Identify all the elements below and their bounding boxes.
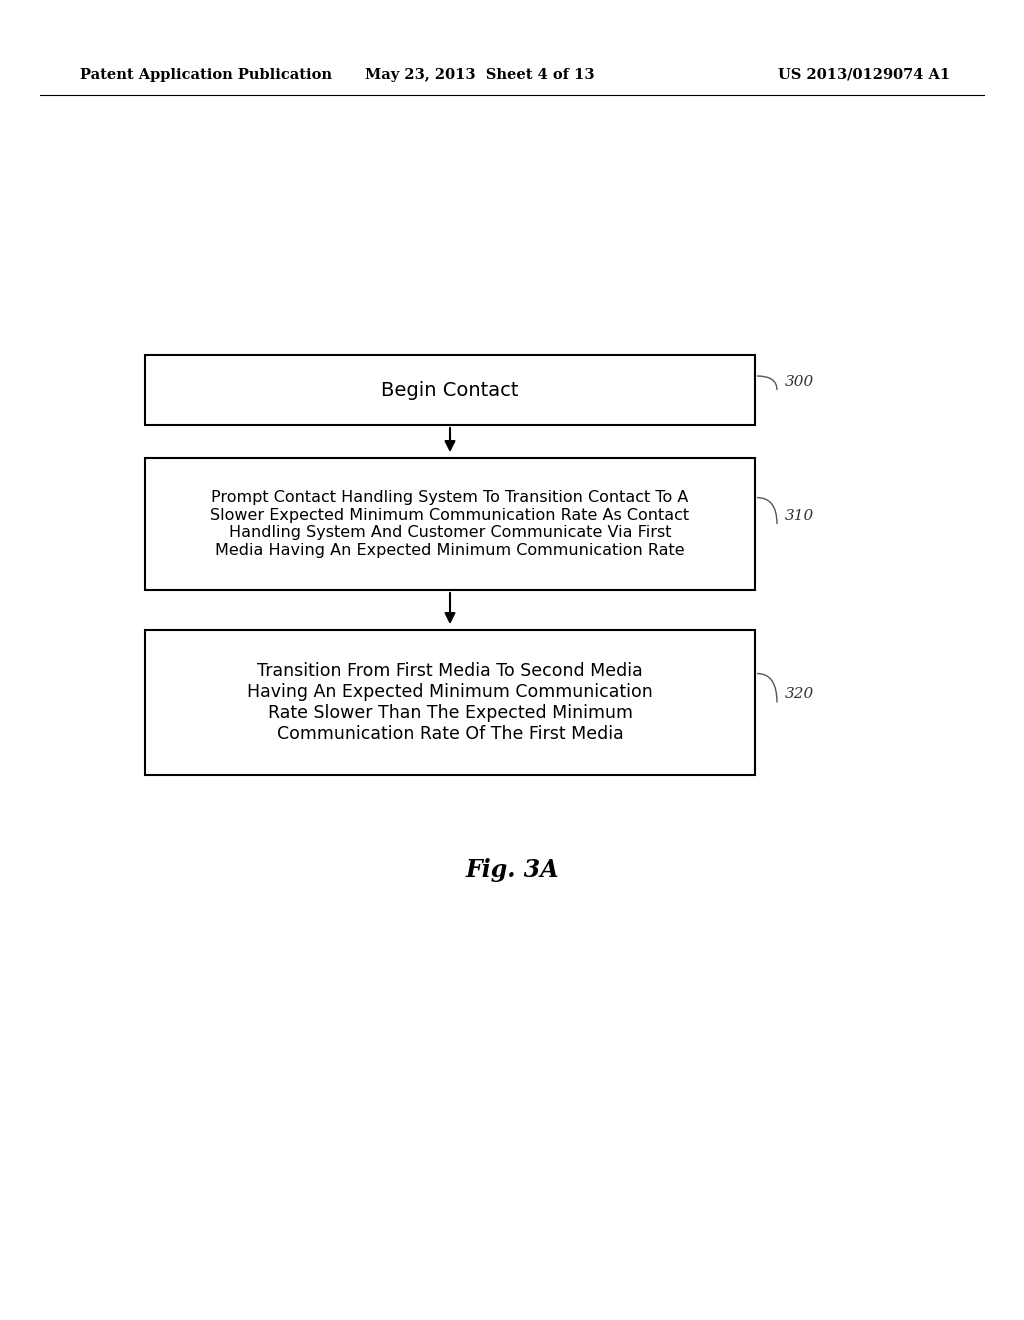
Text: US 2013/0129074 A1: US 2013/0129074 A1 xyxy=(778,69,950,82)
Bar xyxy=(145,630,755,775)
Text: Patent Application Publication: Patent Application Publication xyxy=(80,69,332,82)
Text: Prompt Contact Handling System To Transition Contact To A
Slower Expected Minimu: Prompt Contact Handling System To Transi… xyxy=(211,491,689,557)
Text: May 23, 2013  Sheet 4 of 13: May 23, 2013 Sheet 4 of 13 xyxy=(366,69,595,82)
Text: 300: 300 xyxy=(785,375,814,389)
Text: Transition From First Media To Second Media
Having An Expected Minimum Communica: Transition From First Media To Second Me… xyxy=(247,663,653,743)
Text: 310: 310 xyxy=(785,510,814,523)
Bar xyxy=(145,355,755,425)
Text: Fig. 3A: Fig. 3A xyxy=(465,858,559,882)
Text: 320: 320 xyxy=(785,688,814,701)
Text: Begin Contact: Begin Contact xyxy=(381,380,519,400)
Bar xyxy=(145,458,755,590)
